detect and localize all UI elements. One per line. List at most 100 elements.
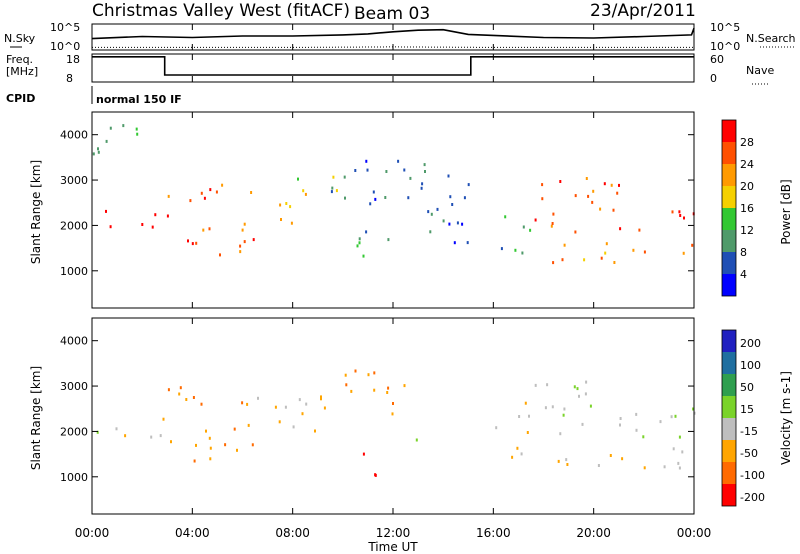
velocity-cell — [520, 452, 523, 456]
velocity-cell — [350, 389, 353, 393]
freq-panel: Freq. [MHz] 18 8 60 0 Nave — [6, 53, 774, 85]
power-cell — [335, 189, 338, 193]
power-cell — [679, 214, 682, 217]
velocity-cell — [115, 427, 118, 431]
power-cell — [97, 150, 100, 154]
x-tick-label: 20:00 — [576, 526, 611, 540]
power-cell — [592, 189, 595, 193]
power-cell — [591, 200, 594, 204]
velocity-cell — [681, 450, 684, 454]
power-cell — [603, 182, 606, 186]
velocity-cell — [209, 446, 212, 450]
power-ytick-label: 3000 — [60, 174, 88, 187]
power-cell — [189, 199, 192, 203]
power-y-label: Slant Range [km] — [29, 160, 43, 264]
velocity-colorbar: Velocity [m s-1] 200 100 50 15 -15 -50 -100 -200 — [721, 329, 793, 507]
nave-label: Nave — [746, 64, 774, 77]
velocity-cell — [528, 414, 530, 418]
noise-right-tick-bottom: 10^0 — [710, 40, 740, 53]
power-cell — [423, 163, 426, 167]
velocity-cell — [236, 448, 238, 452]
power-cell — [682, 251, 685, 255]
velocity-cell — [362, 452, 365, 456]
velocity-cell — [167, 388, 170, 392]
cpid-value: normal 150 IF — [96, 93, 182, 106]
velocity-cell — [621, 457, 624, 461]
power-cell — [671, 210, 674, 214]
station-title: Christmas Valley West (fitACF) — [92, 1, 350, 21]
power-colorbar: Power [dB] 4 8 12 16 20 24 28 — [721, 119, 793, 297]
power-cell — [449, 195, 452, 199]
x-tick-label: 00:00 — [75, 526, 110, 540]
power-cell — [534, 218, 537, 222]
velocity-ytick-label: 2000 — [60, 425, 88, 438]
velocity-cell — [609, 454, 612, 457]
x-tick-label: 12:00 — [376, 526, 411, 540]
power-colorbar-swatch — [722, 142, 736, 164]
power-colorbar-tick: 20 — [740, 180, 754, 193]
power-cell — [215, 190, 218, 194]
velocity-cell — [578, 394, 580, 398]
power-colorbar-swatch — [722, 252, 736, 274]
velocity-cell — [678, 466, 681, 470]
power-cell — [354, 169, 357, 172]
power-cell — [610, 183, 613, 187]
power-cell — [430, 212, 433, 216]
velocity-cell — [584, 392, 587, 396]
power-cell — [461, 222, 464, 226]
power-cell — [638, 228, 641, 232]
power-cell — [304, 192, 307, 196]
power-cell — [358, 237, 361, 241]
power-cell — [109, 225, 112, 229]
power-cell — [202, 228, 205, 232]
velocity-colorbar-frame — [721, 329, 737, 507]
power-cell — [154, 213, 157, 217]
velocity-cell — [162, 417, 165, 421]
velocity-colorbar-tick: 200 — [740, 337, 761, 350]
power-colorbar-tick: 28 — [740, 136, 754, 149]
velocity-cell — [544, 406, 547, 410]
power-colorbar-tick: 24 — [740, 158, 754, 171]
power-colorbar-swatch — [722, 120, 736, 142]
velocity-cell — [345, 383, 348, 387]
power-cell — [208, 227, 211, 231]
velocity-cell — [284, 405, 287, 409]
noise-sky-series — [91, 27, 695, 40]
power-cell — [467, 183, 470, 187]
power-cell — [330, 190, 333, 194]
velocity-cell — [150, 435, 153, 439]
power-cell — [122, 124, 125, 128]
velocity-cell — [642, 435, 645, 439]
power-cell — [613, 261, 616, 264]
velocity-cell — [415, 438, 418, 442]
power-cell — [343, 175, 346, 179]
power-cell — [365, 159, 368, 163]
power-cell — [105, 209, 107, 213]
power-cell — [643, 250, 646, 254]
velocity-cell — [298, 398, 301, 402]
velocity-cell — [589, 404, 592, 408]
velocity-cell — [257, 396, 259, 400]
power-cell — [362, 254, 365, 258]
velocity-cell — [581, 422, 584, 426]
velocity-cell — [495, 426, 498, 430]
power-cell — [424, 170, 426, 173]
velocity-cell — [314, 429, 316, 433]
power-colorbar-tick: 16 — [740, 202, 754, 215]
power-cell — [105, 139, 108, 143]
power-cell — [619, 227, 622, 231]
velocity-cell — [96, 430, 99, 434]
velocity-cell — [677, 461, 680, 465]
velocity-cell — [524, 401, 527, 405]
power-cell — [97, 147, 99, 151]
power-colorbar-swatch — [722, 186, 736, 208]
velocity-cell — [387, 386, 390, 390]
power-cell — [427, 210, 430, 214]
power-cell — [297, 177, 299, 181]
power-cell — [191, 242, 194, 246]
power-colorbar-swatch — [722, 208, 736, 230]
power-cell — [514, 248, 517, 252]
power-cell — [279, 203, 282, 207]
power-cell — [552, 212, 555, 216]
